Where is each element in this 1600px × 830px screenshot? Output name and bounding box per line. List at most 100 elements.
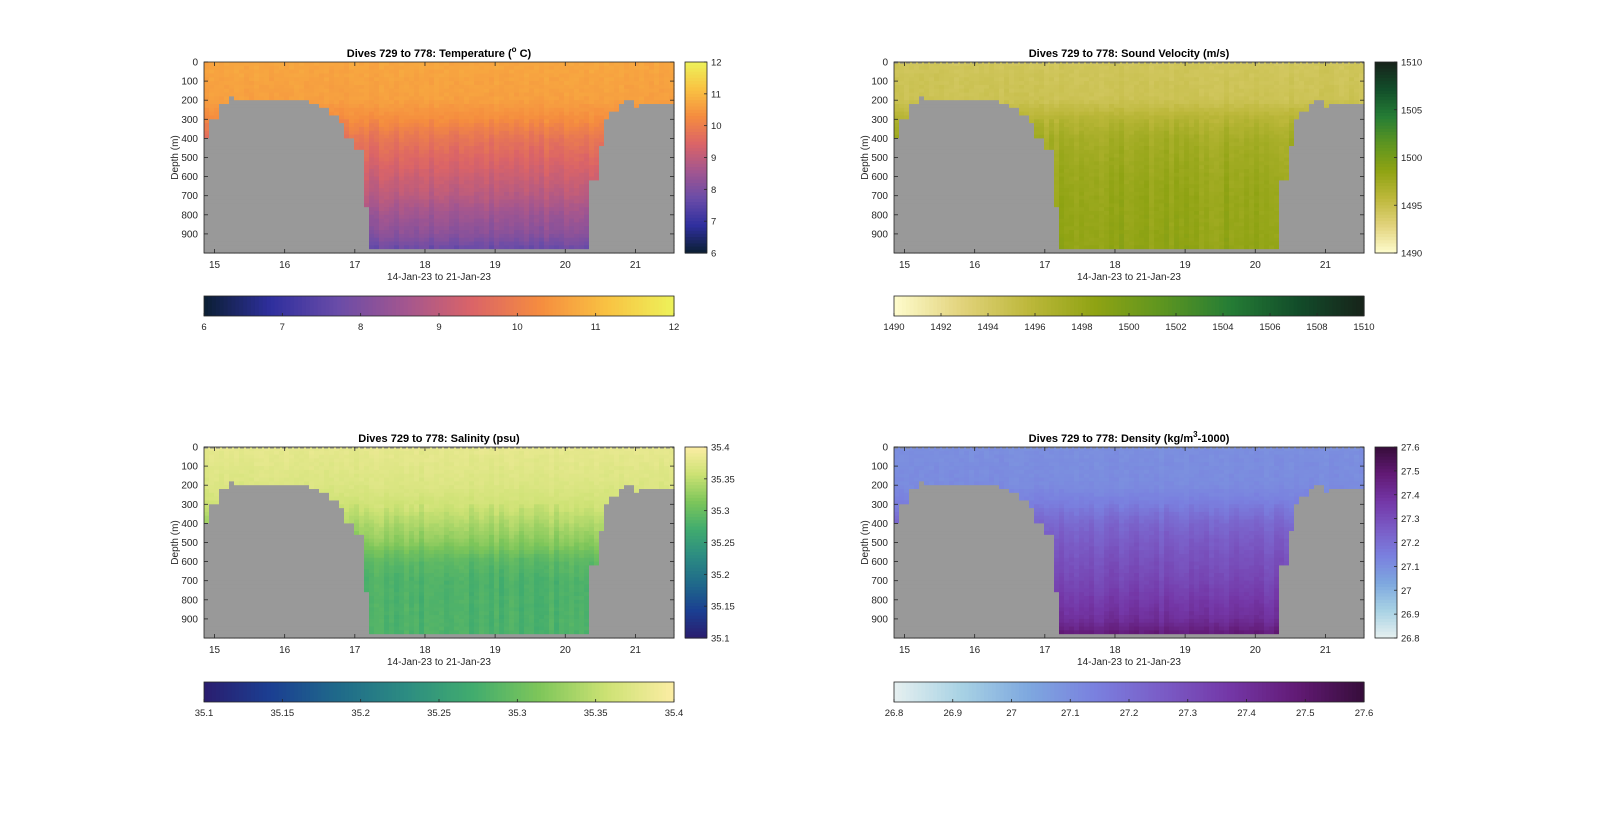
colorbar-segment	[650, 296, 656, 316]
heatmap-cell	[344, 218, 350, 224]
heatmap-cell	[519, 157, 525, 162]
heatmap-cell	[459, 222, 465, 227]
heatmap-cell	[589, 77, 595, 82]
heatmap-cell	[589, 126, 595, 132]
heatmap-cell	[549, 241, 555, 246]
heatmap-cell	[344, 123, 350, 128]
heatmap-cell	[664, 184, 670, 189]
heatmap-cell	[419, 69, 425, 75]
heatmap-cell	[389, 73, 395, 78]
heatmap-cell	[339, 69, 345, 75]
heatmap-cell	[554, 237, 560, 243]
y-tick-label: 600	[181, 172, 198, 183]
heatmap-cell	[344, 222, 350, 227]
heatmap-cell	[574, 218, 580, 224]
heatmap-cell	[379, 222, 385, 227]
heatmap-cell	[454, 92, 460, 97]
heatmap-cell	[619, 104, 625, 109]
heatmap-cell	[519, 237, 525, 243]
heatmap-cell	[589, 207, 595, 212]
heatmap-cell	[429, 203, 435, 208]
heatmap-cell	[649, 65, 655, 71]
heatmap-cell	[319, 180, 325, 185]
heatmap-cell	[284, 138, 290, 143]
heatmap-cell	[609, 146, 615, 151]
heatmap-cell	[529, 214, 535, 220]
heatmap-cell	[559, 203, 565, 208]
heatmap-cell	[284, 188, 290, 193]
heatmap-cell	[269, 126, 275, 132]
heatmap-cell	[649, 184, 655, 189]
heatmap-cell	[374, 126, 380, 132]
colorbar-segment	[474, 296, 479, 316]
heatmap-cell	[564, 168, 570, 174]
heatmap-cell	[614, 126, 620, 132]
heatmap-cell	[349, 176, 355, 182]
heatmap-cell	[364, 233, 370, 239]
heatmap-cell	[479, 222, 485, 227]
heatmap-cell	[234, 249, 240, 254]
heatmap-cell	[314, 84, 320, 90]
heatmap-cell	[534, 188, 540, 193]
heatmap-cell	[649, 119, 655, 124]
heatmap-cell	[634, 146, 640, 151]
heatmap-cell	[659, 69, 665, 75]
heatmap-cell	[654, 199, 660, 204]
heatmap-cell	[259, 180, 265, 185]
heatmap-cell	[299, 65, 305, 71]
heatmap-cell	[214, 157, 220, 162]
heatmap-cell	[479, 214, 485, 220]
heatmap-cell	[309, 69, 315, 75]
heatmap-cell	[304, 153, 310, 159]
colorbar-segment	[266, 296, 272, 316]
heatmap-cell	[629, 107, 635, 113]
heatmap-cell	[354, 218, 360, 224]
heatmap-cell	[344, 65, 350, 71]
heatmap-cell	[439, 188, 445, 193]
heatmap-cell	[574, 65, 580, 71]
heatmap-cell	[434, 188, 440, 193]
heatmap-cell	[424, 65, 430, 71]
colorbar-tick-label: 9	[436, 322, 441, 333]
heatmap-cell	[594, 184, 600, 189]
heatmap-cell	[389, 142, 395, 147]
heatmap-cell	[249, 210, 255, 216]
heatmap-cell	[404, 191, 410, 197]
heatmap-cell	[349, 168, 355, 174]
heatmap-cell	[484, 172, 490, 178]
heatmap-cell	[569, 77, 575, 82]
heatmap-cell	[599, 165, 605, 170]
heatmap-cell	[639, 157, 645, 162]
heatmap-cell	[299, 191, 305, 197]
heatmap-cell	[549, 157, 555, 162]
heatmap-cell	[339, 107, 345, 113]
colorbar-segment	[627, 296, 632, 316]
heatmap-cell	[374, 100, 380, 105]
heatmap-cell	[564, 199, 570, 204]
heatmap-cell	[219, 62, 225, 67]
heatmap-cell	[619, 226, 625, 231]
heatmap-cell	[599, 237, 605, 243]
heatmap-cell	[304, 104, 310, 109]
heatmap-cell	[454, 168, 460, 174]
heatmap-cell	[594, 146, 600, 151]
heatmap-cell	[204, 146, 210, 151]
heatmap-cell	[464, 226, 470, 231]
heatmap-cell	[374, 81, 380, 86]
heatmap-cell	[659, 123, 665, 128]
heatmap-cell	[524, 165, 530, 170]
heatmap-cell	[459, 104, 465, 109]
heatmap-cell	[334, 96, 340, 101]
heatmap-cell	[274, 207, 280, 212]
heatmap-cell	[299, 111, 305, 117]
heatmap-cell	[259, 157, 265, 162]
heatmap-cell	[474, 62, 480, 67]
heatmap-cell	[644, 84, 650, 90]
colorbar-segment	[599, 296, 605, 316]
heatmap-cell	[669, 134, 675, 139]
heatmap-cell	[219, 138, 225, 143]
heatmap-cell	[514, 191, 520, 197]
heatmap-cell	[399, 100, 405, 105]
heatmap-cell	[504, 130, 510, 136]
heatmap-cell	[499, 230, 505, 235]
